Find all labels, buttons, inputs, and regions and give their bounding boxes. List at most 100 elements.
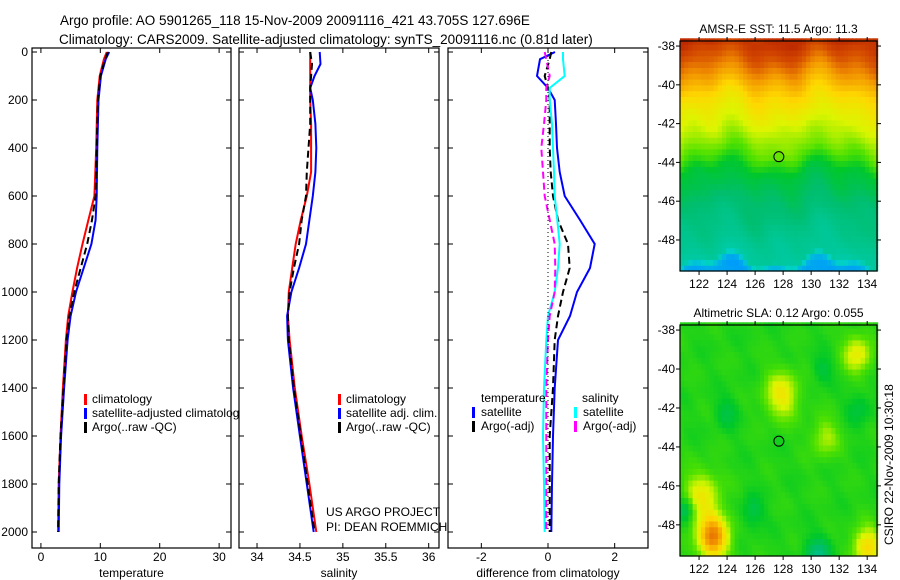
heatmap-cell xyxy=(759,84,765,92)
heatmap-cell xyxy=(793,201,799,208)
heatmap-cell xyxy=(717,172,723,179)
heatmap-cell xyxy=(801,119,807,127)
heatmap-cell xyxy=(865,49,870,57)
heatmap-cell xyxy=(743,351,748,358)
heatmap-cell xyxy=(793,61,799,68)
heatmap-cell xyxy=(852,177,858,185)
heatmap-cell xyxy=(751,224,757,231)
heatmap-cell xyxy=(806,468,811,475)
heatmap-cell xyxy=(684,503,689,510)
heatmap-cell xyxy=(701,44,706,51)
heatmap-cell xyxy=(810,392,816,399)
heatmap-cell xyxy=(797,241,803,249)
heatmap-cell xyxy=(827,427,832,434)
heatmap-cell xyxy=(713,398,719,405)
heatmap-cell xyxy=(780,67,786,74)
heatmap-cell xyxy=(856,102,862,109)
heatmap-cell xyxy=(772,96,778,103)
heatmap-cell xyxy=(865,480,870,487)
heatmap-cell xyxy=(705,154,710,161)
heatmap-cell xyxy=(776,160,782,167)
heatmap-cell xyxy=(688,108,694,115)
heatmap-cell xyxy=(764,386,769,393)
heatmap-cell xyxy=(722,404,727,411)
heatmap-cell xyxy=(789,61,795,68)
heatmap-cell xyxy=(755,79,761,86)
heatmap-cell xyxy=(680,363,685,370)
heatmap-cell xyxy=(860,515,866,522)
heatmap-cell xyxy=(772,328,778,335)
heatmap-cell xyxy=(789,218,795,225)
heatmap-cell xyxy=(768,497,774,504)
heatmap-cell xyxy=(755,90,761,97)
heatmap-cell xyxy=(873,334,879,341)
heatmap-cell xyxy=(797,247,803,255)
heatmap-cell xyxy=(797,224,803,231)
heatmap-cell xyxy=(827,218,832,225)
heatmap-cell xyxy=(751,154,757,161)
heatmap-cell xyxy=(734,189,740,196)
argo-float-marker xyxy=(773,435,785,447)
heatmap-cell xyxy=(843,491,849,499)
heatmap-cell xyxy=(713,61,719,68)
heatmap-cell xyxy=(743,160,748,167)
heatmap-cell xyxy=(856,148,862,156)
heatmap-cell xyxy=(684,427,689,434)
heatmap-cell xyxy=(869,102,874,109)
heatmap-cell xyxy=(785,351,790,358)
heatmap-cell xyxy=(705,445,710,452)
heatmap-cell xyxy=(789,236,795,243)
heatmap-cell xyxy=(835,55,841,63)
heatmap-cell xyxy=(835,143,841,150)
heatmap-cell xyxy=(806,392,811,399)
heatmap-cell xyxy=(852,131,858,138)
heatmap-cell xyxy=(768,357,774,364)
heatmap-cell xyxy=(734,166,740,173)
heatmap-cell xyxy=(860,526,866,534)
heatmap-cell xyxy=(696,363,702,370)
heatmap-cell xyxy=(755,491,761,499)
heatmap-cell xyxy=(869,125,874,132)
heatmap-cell xyxy=(822,491,828,499)
heatmap-cell xyxy=(785,201,790,208)
heatmap-cell xyxy=(822,160,828,167)
heatmap-cell xyxy=(692,143,698,150)
heatmap-cell xyxy=(785,515,790,522)
heatmap-cell xyxy=(831,334,837,341)
heatmap-cell xyxy=(776,427,782,434)
heatmap-cell xyxy=(705,259,710,266)
heatmap-cell xyxy=(743,433,748,440)
heatmap-cell xyxy=(730,207,736,214)
heatmap-cell xyxy=(839,183,845,191)
heatmap-cell xyxy=(692,445,698,452)
heatmap-cell xyxy=(738,538,744,545)
heatmap-cell xyxy=(822,201,828,208)
heatmap-cell xyxy=(848,456,853,464)
heatmap-cell xyxy=(793,497,799,504)
heatmap-cell xyxy=(860,207,866,214)
heatmap-cell xyxy=(848,265,853,272)
heatmap-cell xyxy=(734,369,740,376)
heatmap-cell xyxy=(759,201,765,208)
heatmap-cell xyxy=(726,177,731,185)
heatmap-cell xyxy=(688,351,694,358)
heatmap-cell xyxy=(717,201,723,208)
heatmap-cell xyxy=(780,357,786,364)
heatmap-cell xyxy=(797,421,803,428)
heatmap-cell xyxy=(743,154,748,161)
heatmap-cell xyxy=(751,491,757,499)
heatmap-cell xyxy=(856,119,862,127)
heatmap-cell xyxy=(810,79,816,86)
heatmap-cell xyxy=(801,247,807,255)
heatmap-cell xyxy=(822,398,828,405)
heatmap-cell xyxy=(734,236,740,243)
heatmap-cell xyxy=(717,415,723,423)
x-tick-label: 130 xyxy=(801,562,821,576)
heatmap-cell xyxy=(852,102,858,109)
heatmap-cell xyxy=(827,456,832,464)
heatmap-cell xyxy=(856,79,862,86)
heatmap-cell xyxy=(852,113,858,121)
heatmap-cell xyxy=(738,96,744,103)
heatmap-cell xyxy=(764,183,769,191)
heatmap-cell xyxy=(789,108,795,115)
